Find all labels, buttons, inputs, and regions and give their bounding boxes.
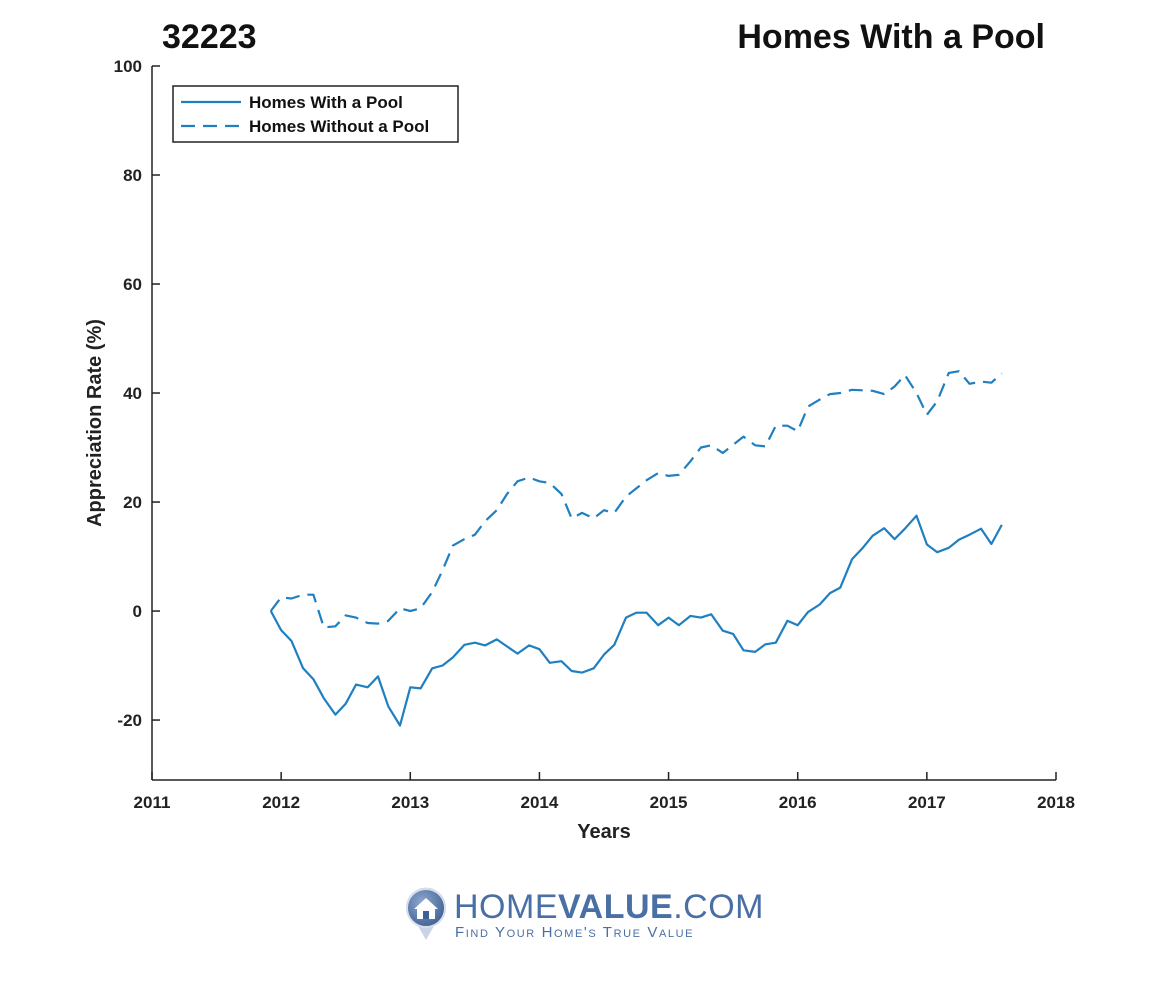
y-tick-label: 0 (133, 602, 142, 621)
legend: Homes With a Pool Homes Without a Pool (172, 85, 459, 143)
y-tick-label: 20 (123, 493, 142, 512)
brand-name: HOMEVALUE.COM (454, 888, 764, 927)
legend-entry-label: Homes With a Pool (249, 93, 403, 112)
brand-name-part2: VALUE (558, 888, 674, 926)
y-axis-ticks: -20 0 20 40 60 80 100 (114, 57, 160, 730)
y-axis-label: Appreciation Rate (%) (84, 319, 106, 527)
legend-box (172, 85, 459, 143)
brand-name-part3: .COM (673, 888, 764, 926)
y-tick-label: 80 (123, 166, 142, 185)
x-tick-label: 2017 (908, 793, 946, 812)
y-tick-label: 100 (114, 57, 142, 76)
x-tick-label: 2018 (1037, 793, 1075, 812)
axes (151, 66, 1056, 781)
y-tick-label: 40 (123, 384, 142, 403)
x-tick-label: 2015 (650, 793, 688, 812)
y-tick-label: -20 (117, 711, 142, 730)
x-tick-label: 2012 (262, 793, 300, 812)
homevalue-logo[interactable]: HOMEVALUE.COM Find Your Home's True Valu… (402, 886, 764, 946)
house-pin-icon (406, 887, 446, 940)
zip-code-heading: 32223 (162, 18, 257, 56)
series-line-without-pool (269, 370, 1003, 629)
appreciation-chart: 2011 2012 2013 2014 2015 2016 2017 2018 -20 0 20 4… (84, 57, 1075, 843)
x-tick-label: 2016 (779, 793, 817, 812)
chart-title: Homes With a Pool (737, 18, 1045, 56)
brand-name-part1: HOME (454, 888, 558, 926)
y-tick-label: 60 (123, 275, 142, 294)
series-line-with-pool (269, 514, 1003, 727)
brand-tagline: Find Your Home's True Value (455, 924, 695, 941)
x-tick-label: 2013 (391, 793, 429, 812)
legend-entry-label: Homes Without a Pool (249, 117, 429, 136)
series-lines (269, 370, 1003, 727)
x-axis-ticks: 2011 2012 2013 2014 2015 2016 2017 2018 (134, 772, 1075, 812)
x-tick-label: 2011 (134, 793, 171, 812)
x-axis-label: Years (577, 821, 630, 843)
x-tick-label: 2014 (521, 793, 559, 812)
